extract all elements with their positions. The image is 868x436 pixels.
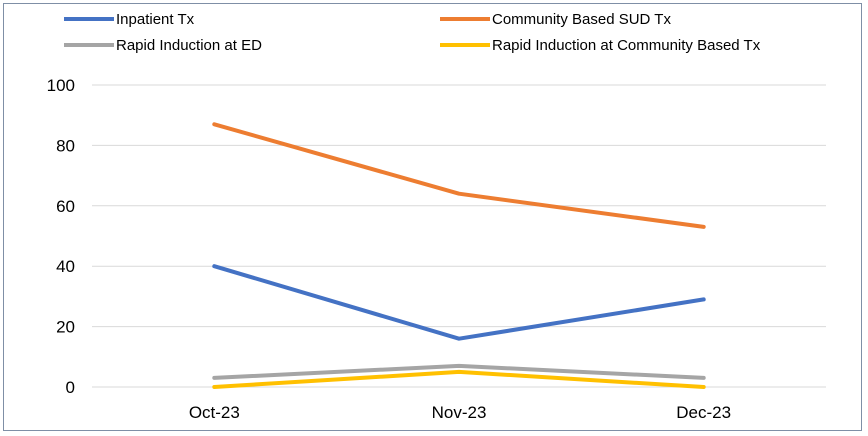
chart-frame [3, 3, 862, 431]
y-tick-label-80: 80 [56, 136, 75, 155]
series-line-0 [212, 264, 706, 341]
series-line-1 [212, 122, 706, 229]
x-tick-label-1: Nov-23 [432, 403, 487, 422]
legend: Inpatient Tx Community Based SUD Tx Rapid … [64, 11, 761, 54]
legend-label-1: Community Based SUD Tx [492, 11, 671, 28]
y-tick-label-40: 40 [56, 257, 75, 276]
y-tick-label-0: 0 [66, 378, 75, 397]
x-axis-ticks: Oct-23 Nov-23 Dec-23 [189, 403, 731, 422]
y-tick-label-20: 20 [56, 318, 75, 337]
legend-label-0: Inpatient Tx [116, 11, 195, 28]
legend-label-2: Rapid Induction at ED [116, 37, 262, 54]
gridlines [92, 84, 826, 388]
series-lines [212, 122, 706, 389]
legend-label-3: Rapid Induction at Community Based Tx [492, 37, 761, 54]
y-axis-ticks: 0 20 40 60 80 100 [47, 76, 75, 397]
y-tick-label-100: 100 [47, 76, 75, 95]
y-tick-label-60: 60 [56, 197, 75, 216]
x-tick-label-0: Oct-23 [189, 403, 240, 422]
x-tick-label-2: Dec-23 [676, 403, 731, 422]
series-line-2 [212, 363, 706, 380]
series-line-3 [212, 369, 706, 389]
